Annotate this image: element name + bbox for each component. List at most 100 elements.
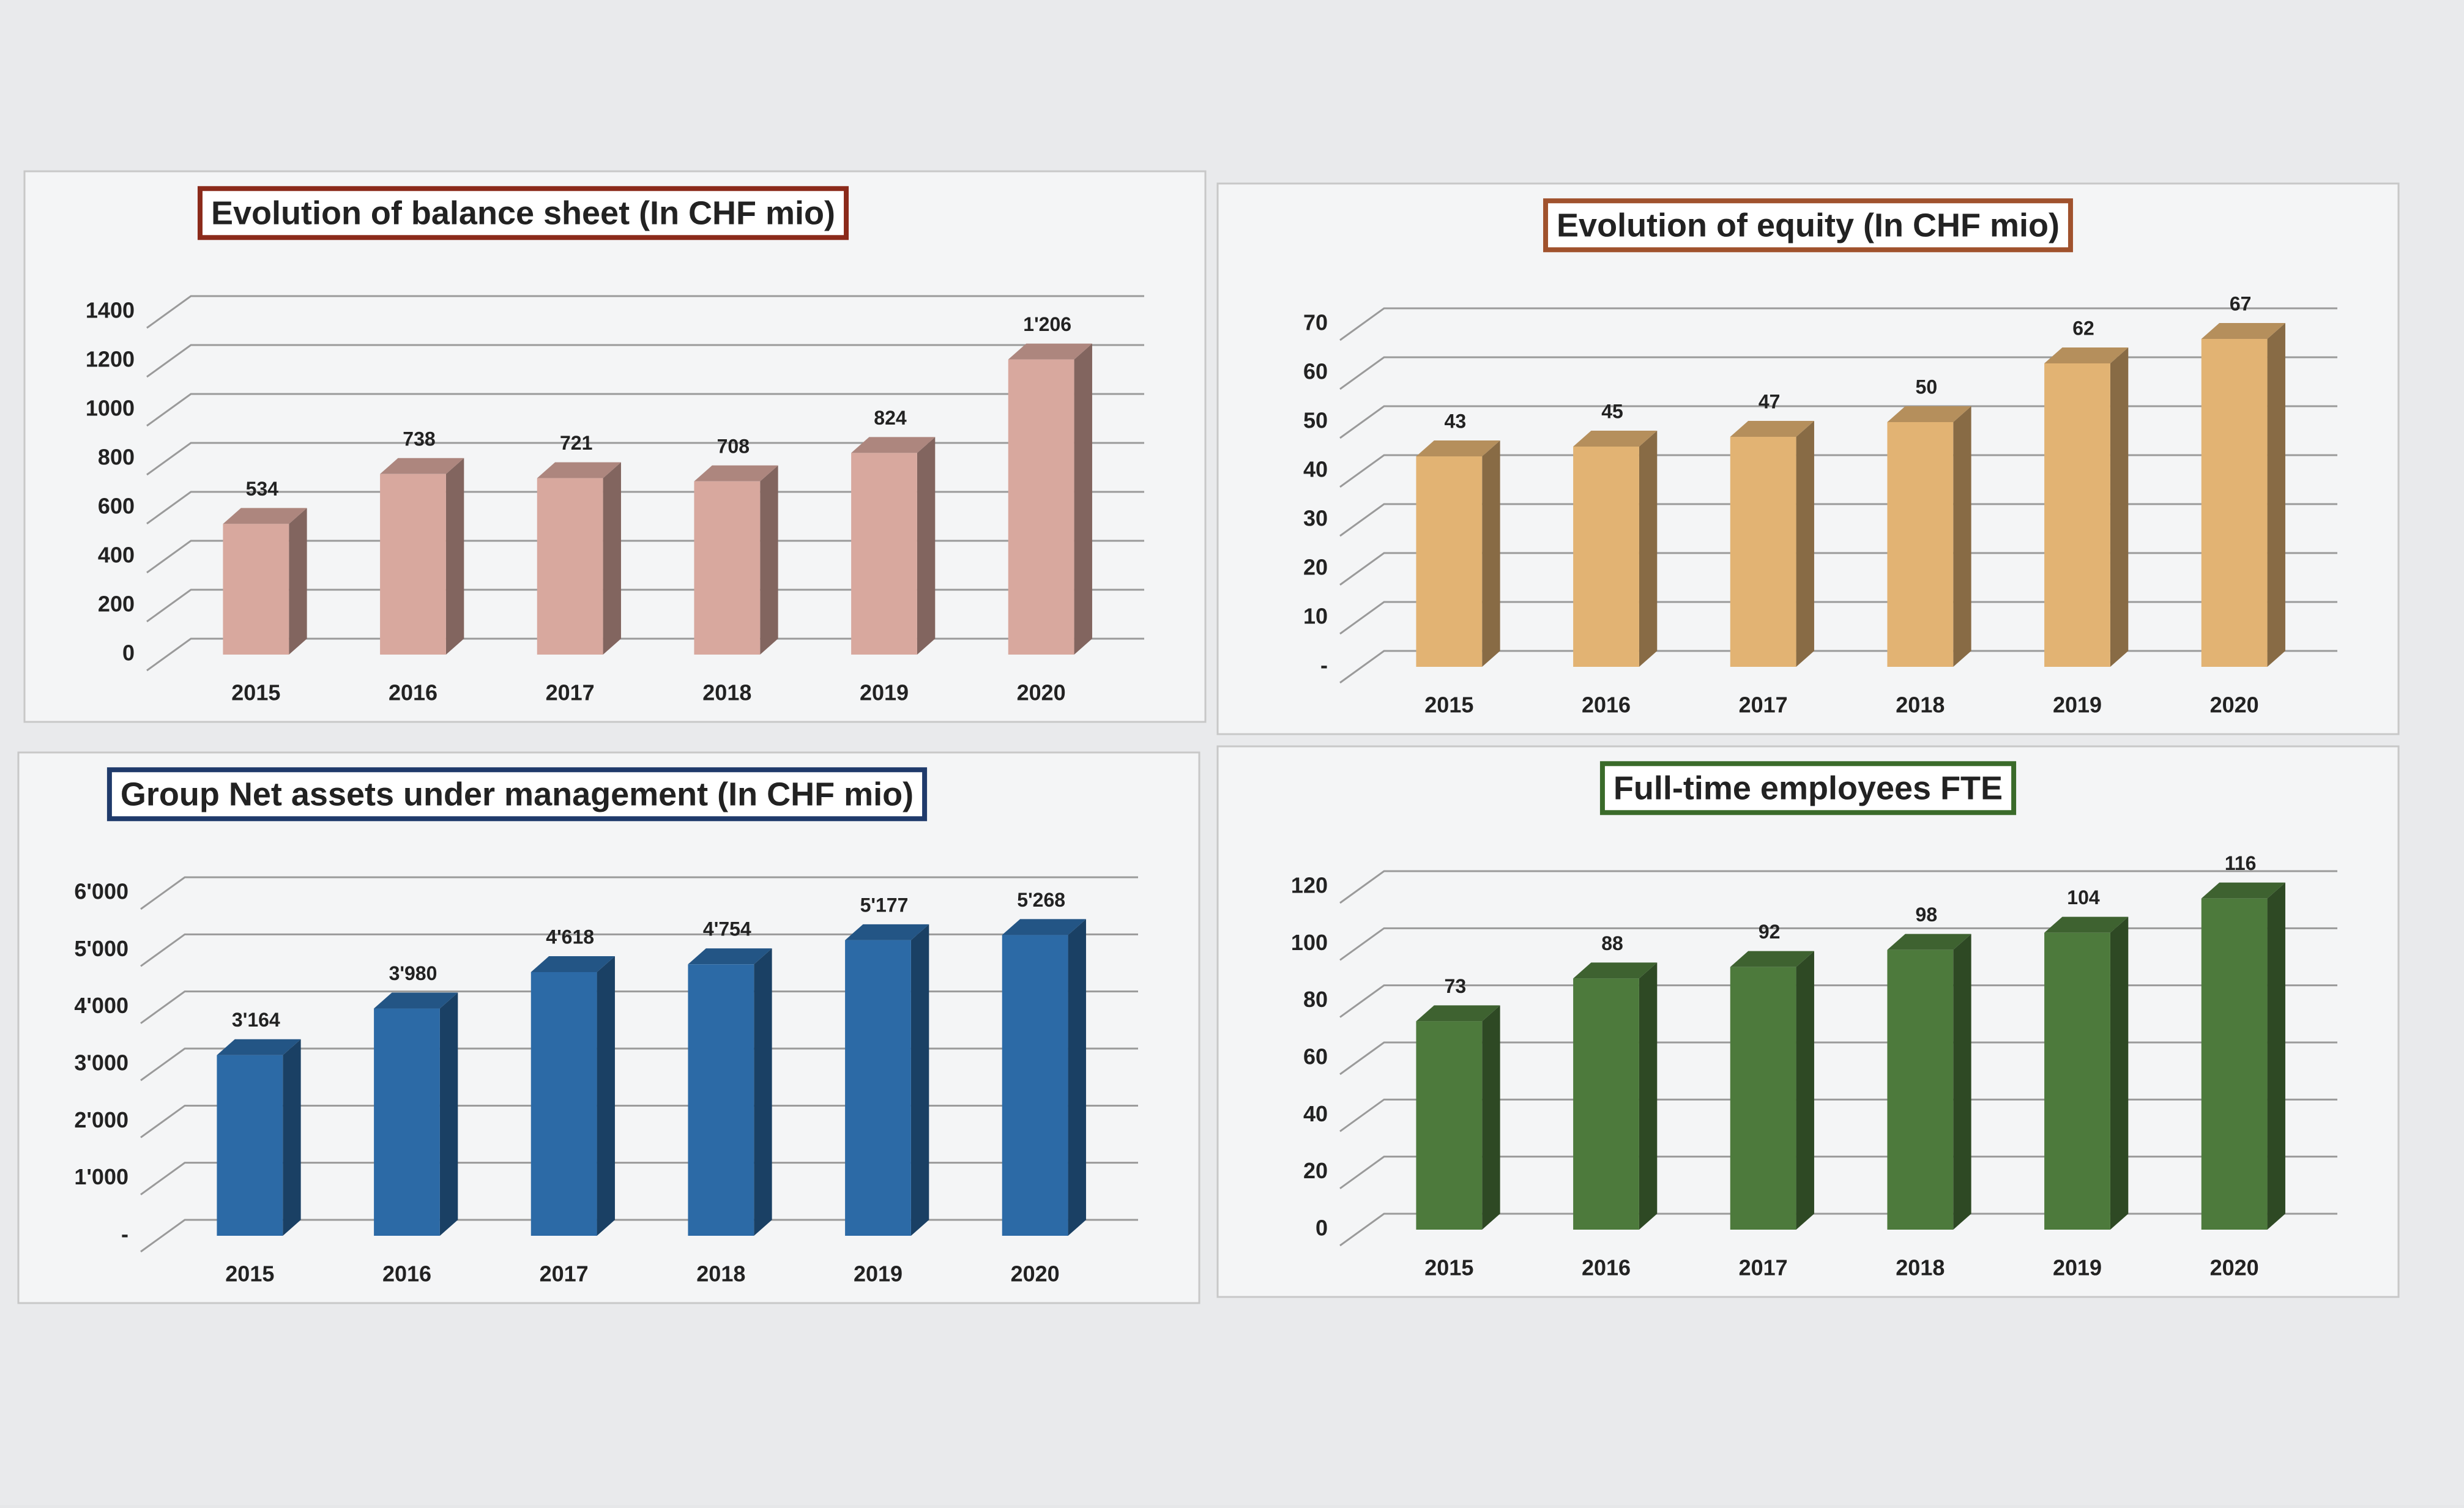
x-tick-label: 2020 (1017, 680, 1066, 705)
grid-line (140, 1104, 1138, 1138)
grid-line (140, 1162, 1138, 1195)
x-tick-label: 2018 (1896, 1255, 1945, 1280)
y-tick-label: - (1320, 653, 1328, 678)
y-tick-label: 400 (98, 543, 135, 568)
grid-line (140, 990, 1138, 1024)
grid-line (140, 1219, 1138, 1253)
value-label: 104 (2067, 886, 2100, 908)
bar (1730, 437, 1796, 667)
bar-top (1416, 1005, 1500, 1022)
x-tick-label: 2016 (1582, 1255, 1631, 1280)
y-tick-label: 3'000 (74, 1050, 128, 1075)
y-tick-label: 30 (1303, 506, 1328, 531)
value-label: 3'980 (389, 962, 437, 984)
grid-line (146, 295, 1144, 329)
bar-top (1573, 431, 1658, 447)
grid-line (1339, 870, 2337, 904)
y-tick-label: 2'000 (74, 1107, 128, 1132)
grid-line (1339, 356, 2337, 390)
value-label: 4'618 (546, 926, 594, 948)
bar (1887, 949, 1954, 1230)
x-tick-label: 2017 (546, 680, 595, 705)
title-frame (1543, 198, 2073, 253)
grid-line (146, 442, 1144, 476)
grid-line (1339, 552, 2337, 586)
bar-side (1074, 343, 1092, 655)
bar-top (694, 465, 778, 481)
y-tick-label: 4'000 (74, 993, 128, 1018)
value-label: 50 (1916, 376, 1938, 398)
bar-top (851, 437, 936, 453)
bar (2044, 363, 2110, 667)
grid-line (1339, 307, 2337, 341)
bar-side (289, 508, 307, 655)
y-tick-label: 1000 (86, 396, 135, 421)
grid-line (1339, 1041, 2337, 1075)
chart-title: Evolution of balance sheet (In CHF mio) (211, 195, 835, 231)
bar-side (1953, 934, 1971, 1230)
bar (530, 971, 597, 1236)
grid-line (146, 540, 1144, 574)
bar (1002, 935, 1068, 1236)
y-tick-label: 50 (1303, 408, 1328, 433)
bar-side (439, 992, 458, 1236)
y-tick-label: 10 (1303, 604, 1328, 629)
bar-side (1953, 406, 1971, 667)
x-tick-label: 2015 (1424, 1255, 1473, 1280)
x-tick-label: 2020 (2210, 693, 2259, 718)
bar (1887, 422, 1954, 667)
bar (2201, 898, 2268, 1230)
bar-top (1730, 951, 1814, 967)
grid-line (140, 1047, 1138, 1082)
bar-top (1887, 934, 1971, 950)
value-label: 62 (2072, 317, 2094, 339)
bar-side (603, 462, 621, 655)
x-tick-label: 2016 (389, 680, 437, 705)
bar-top (537, 462, 621, 478)
bar-side (2267, 323, 2285, 667)
bar (374, 1008, 440, 1236)
bar-top (2044, 916, 2129, 933)
value-label: 738 (403, 428, 435, 450)
grid-line (1339, 984, 2337, 1018)
bar-side (597, 956, 615, 1236)
bar-side (2267, 882, 2285, 1230)
value-label: 534 (246, 478, 279, 500)
bar-top (2201, 323, 2285, 339)
y-tick-label: - (121, 1222, 128, 1247)
y-tick-label: 100 (1291, 930, 1328, 955)
grid-line (1339, 650, 2337, 684)
title-frame (106, 767, 928, 822)
bar (845, 940, 911, 1236)
y-tick-label: 1200 (86, 347, 135, 372)
bar (1008, 359, 1074, 655)
grid-line (1339, 927, 2337, 961)
chart-title: Evolution of equity (In CHF mio) (1557, 207, 2060, 243)
bar (223, 524, 289, 655)
grid-line (1339, 503, 2337, 537)
bar-side (1639, 962, 1658, 1230)
bar (688, 964, 754, 1236)
x-tick-label: 2017 (1739, 1255, 1788, 1280)
value-label: 708 (717, 435, 750, 457)
chart-title: Full-time employees FTE (1614, 770, 2003, 806)
value-label: 67 (2230, 292, 2252, 314)
y-tick-label: 1400 (86, 298, 135, 323)
bar (851, 453, 917, 655)
chart-title: Group Net assets under management (In CH… (121, 776, 914, 812)
bar-top (845, 924, 929, 940)
grid-line (1339, 601, 2337, 635)
value-label: 73 (1445, 975, 1467, 997)
y-tick-label: 80 (1303, 987, 1328, 1012)
x-tick-label: 2015 (225, 1261, 274, 1287)
x-tick-label: 2015 (1424, 693, 1473, 718)
bar-top (374, 992, 458, 1009)
bar-top (1008, 343, 1092, 360)
bar-side (2110, 916, 2129, 1230)
grid-line (1339, 454, 2337, 488)
y-tick-label: 60 (1303, 1044, 1328, 1069)
bar-side (917, 437, 936, 655)
bar-side (910, 924, 929, 1236)
y-tick-label: 6'000 (74, 879, 128, 904)
y-tick-label: 20 (1303, 555, 1328, 580)
